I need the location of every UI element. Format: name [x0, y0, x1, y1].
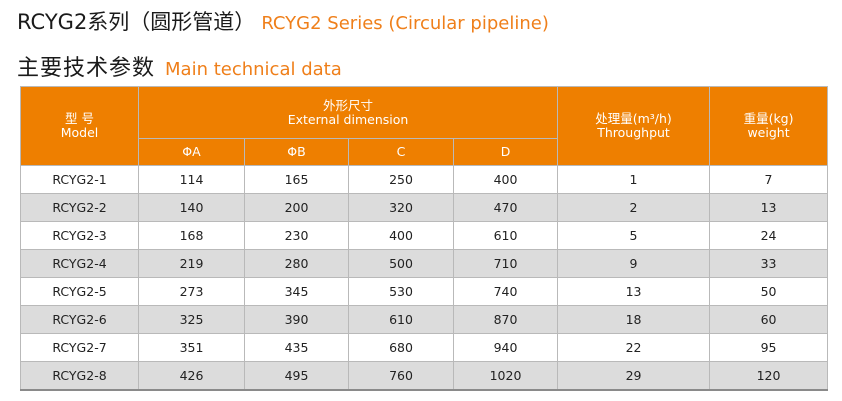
- throughput-header-zh: 处理量(m³/h): [595, 111, 672, 126]
- dim-b-cell: 345: [244, 277, 349, 306]
- dim-b-cell: 280: [244, 249, 349, 278]
- dim-a-cell: 168: [138, 221, 245, 250]
- model-header: 型 号 Model: [20, 86, 139, 166]
- weight-cell: 120: [709, 361, 829, 391]
- model-header-zh: 型 号: [65, 111, 94, 126]
- weight-header: 重量(kg) weight: [709, 86, 829, 166]
- weight-cell: 95: [709, 333, 829, 362]
- series-title-zh: RCYG2系列（圆形管道）: [17, 10, 256, 34]
- dim-c-cell: 680: [348, 333, 454, 362]
- dim-d-cell: 610: [452, 221, 559, 250]
- weight-header-zh: 重量(kg): [743, 111, 794, 126]
- section-title: 主要技术参数 Main technical data: [17, 50, 342, 82]
- dimension-header: 外形尺寸 External dimension: [137, 86, 559, 139]
- dim-b-cell: 165: [244, 165, 349, 194]
- dim-d-cell: 1020: [452, 361, 559, 391]
- weight-cell: 7: [709, 165, 829, 194]
- dim-a-cell: 140: [138, 193, 245, 222]
- model-cell: RCYG2-5: [20, 277, 139, 306]
- table-row: RCYG2-7 351 435 680 940 22 95: [20, 333, 829, 362]
- dim-c-cell: 500: [348, 249, 454, 278]
- throughput-cell: 5: [557, 221, 711, 250]
- throughput-cell: 1: [557, 165, 711, 194]
- series-title-en: RCYG2 Series (Circular pipeline): [261, 13, 549, 34]
- dimension-header-zh: 外形尺寸: [323, 97, 374, 113]
- dim-c-cell: 250: [348, 165, 454, 194]
- weight-cell: 60: [709, 305, 829, 334]
- dim-c-cell: 530: [348, 277, 454, 306]
- dim-a-cell: 114: [138, 165, 245, 194]
- model-cell: RCYG2-1: [20, 165, 139, 194]
- model-cell: RCYG2-6: [20, 305, 139, 334]
- throughput-cell: 13: [557, 277, 711, 306]
- dim-b-cell: 390: [244, 305, 349, 334]
- table-row: RCYG2-6 325 390 610 870 18 60: [20, 305, 829, 334]
- dim-d-cell: 470: [452, 193, 559, 222]
- dim-b-cell: 200: [244, 193, 349, 222]
- throughput-cell: 22: [557, 333, 711, 362]
- dim-d-cell: 740: [452, 277, 559, 306]
- dim-d-cell: 400: [452, 165, 559, 194]
- model-cell: RCYG2-2: [20, 193, 139, 222]
- technical-data-table: 型 号 Model 外形尺寸 External dimension 处理量(m³…: [20, 86, 829, 391]
- dim-b-cell: 435: [244, 333, 349, 362]
- dim-a-cell: 426: [138, 361, 245, 391]
- dim-a-cell: 325: [138, 305, 245, 334]
- dim-a-cell: 219: [138, 249, 245, 278]
- weight-cell: 33: [709, 249, 829, 278]
- weight-cell: 24: [709, 221, 829, 250]
- dim-c-header: C: [348, 138, 454, 166]
- throughput-cell: 29: [557, 361, 711, 391]
- throughput-header: 处理量(m³/h) Throughput: [557, 86, 711, 166]
- dim-b-header: ΦB: [244, 138, 349, 166]
- dim-b-cell: 230: [244, 221, 349, 250]
- table-row: RCYG2-3 168 230 400 610 5 24: [20, 221, 829, 250]
- dim-a-cell: 273: [138, 277, 245, 306]
- dim-c-cell: 760: [348, 361, 454, 391]
- dim-d-cell: 710: [452, 249, 559, 278]
- throughput-cell: 9: [557, 249, 711, 278]
- model-cell: RCYG2-3: [20, 221, 139, 250]
- model-cell: RCYG2-4: [20, 249, 139, 278]
- section-title-en: Main technical data: [165, 59, 342, 80]
- dim-a-header: ΦA: [138, 138, 245, 166]
- throughput-header-en: Throughput: [597, 125, 670, 140]
- dim-c-cell: 400: [348, 221, 454, 250]
- table-row: RCYG2-2 140 200 320 470 2 13: [20, 193, 829, 222]
- table-row: RCYG2-4 219 280 500 710 9 33: [20, 249, 829, 278]
- dim-a-cell: 351: [138, 333, 245, 362]
- dimension-header-en: External dimension: [287, 111, 409, 127]
- model-header-en: Model: [60, 125, 99, 140]
- table-row: RCYG2-5 273 345 530 740 13 50: [20, 277, 829, 306]
- table-row: RCYG2-1 114 165 250 400 1 7: [20, 165, 829, 194]
- weight-header-en: weight: [747, 125, 790, 140]
- dim-c-cell: 320: [348, 193, 454, 222]
- weight-cell: 13: [709, 193, 829, 222]
- dim-d-header: D: [452, 138, 559, 166]
- model-cell: RCYG2-8: [20, 361, 139, 391]
- series-title: RCYG2系列（圆形管道） RCYG2 Series (Circular pipe…: [17, 6, 549, 36]
- dim-c-cell: 610: [348, 305, 454, 334]
- throughput-cell: 2: [557, 193, 711, 222]
- model-cell: RCYG2-7: [20, 333, 139, 362]
- table-row: RCYG2-8 426 495 760 1020 29 120: [20, 361, 829, 391]
- dim-d-cell: 870: [452, 305, 559, 334]
- weight-cell: 50: [709, 277, 829, 306]
- dim-b-cell: 495: [244, 361, 349, 391]
- section-title-zh: 主要技术参数: [17, 56, 156, 81]
- dim-d-cell: 940: [452, 333, 559, 362]
- throughput-cell: 18: [557, 305, 711, 334]
